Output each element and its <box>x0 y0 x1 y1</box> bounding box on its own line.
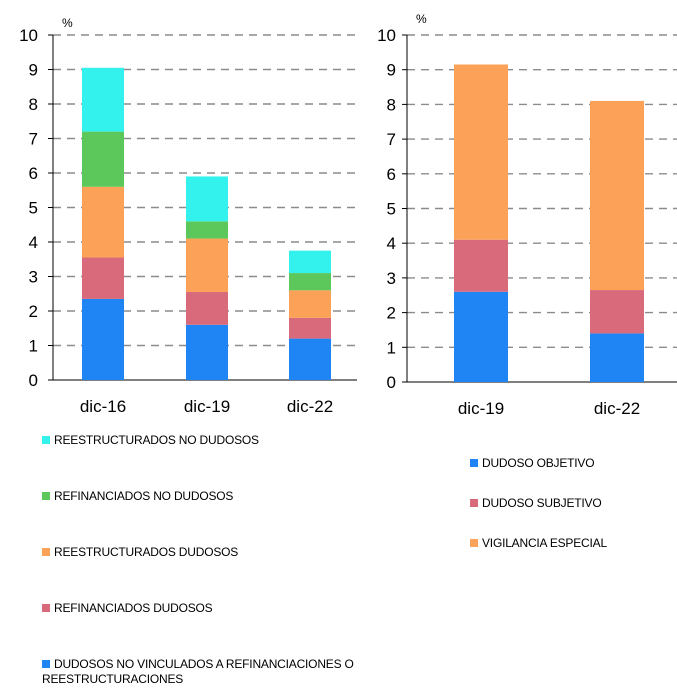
legend-item-1-2: VIGILANCIA ESPECIAL <box>470 536 607 551</box>
bar-segment-0-0-3 <box>82 131 124 187</box>
bar-segment-0-2-0 <box>289 338 331 380</box>
bar-segment-0-1-2 <box>186 238 228 293</box>
y-tick-label-1-10: 10 <box>377 26 396 45</box>
legend-swatch-1-1 <box>470 499 478 507</box>
bar-segment-0-2-3 <box>289 273 331 291</box>
legend-label-0-3: REFINANCIADOS DUDOSOS <box>54 601 213 615</box>
y-tick-label-1-5: 5 <box>387 200 396 219</box>
legend-label-1-2: VIGILANCIA ESPECIAL <box>482 536 607 550</box>
bar-segment-0-0-0 <box>82 298 124 380</box>
legend-swatch-1-2 <box>470 539 478 547</box>
bar-segment-0-2-2 <box>289 290 331 318</box>
left-chart: % 0 1 2 3 4 5 6 7 8 9 10 dic-16 dic-19 dic-22 <box>19 16 357 416</box>
bar-segment-1-0-2 <box>454 64 508 240</box>
y-tick-label-0-5: 5 <box>29 199 38 218</box>
legend-swatch-0-3 <box>42 604 50 612</box>
legend-item-1-1: DUDOSO SUBJETIVO <box>470 496 602 511</box>
bar-segment-0-1-3 <box>186 221 228 239</box>
x-category-label-1-0: dic-19 <box>458 399 504 418</box>
y-tick-label-0-8: 8 <box>29 95 38 114</box>
bar-segment-0-2-1 <box>289 317 331 339</box>
right-chart: % 0 1 2 3 4 5 6 7 8 9 10 dic-19 dic-22 <box>377 12 677 418</box>
y-tick-label-0-7: 7 <box>29 130 38 149</box>
right-unit-label: % <box>416 12 427 26</box>
legend-item-0-0: REESTRUCTURADOS NO DUDOSOS <box>42 433 259 448</box>
bar-segment-0-1-4 <box>186 176 228 222</box>
y-tick-label-0-9: 9 <box>29 61 38 80</box>
bar-segment-0-0-1 <box>82 257 124 299</box>
bar-segment-0-1-0 <box>186 324 228 380</box>
legend-label-1-1: DUDOSO SUBJETIVO <box>482 496 602 510</box>
legend-item-1-0: DUDOSO OBJETIVO <box>470 456 595 471</box>
left-unit-label: % <box>62 16 73 30</box>
y-tick-label-0-1: 1 <box>29 337 38 356</box>
y-tick-label-1-7: 7 <box>387 130 396 149</box>
legend-swatch-0-1 <box>42 492 50 500</box>
y-tick-label-1-4: 4 <box>387 234 396 253</box>
legend-swatch-0-2 <box>42 548 50 556</box>
legend-label-0-0: REESTRUCTURADOS NO DUDOSOS <box>54 433 259 447</box>
legend-label-0-2: REESTRUCTURADOS DUDOSOS <box>54 545 239 559</box>
legend-label-0-4: DUDOSOS NO VINCULADOS A REFINANCIACIONES… <box>42 657 354 686</box>
bar-segment-1-0-0 <box>454 291 508 382</box>
bar-segment-1-1-1 <box>590 290 644 334</box>
x-category-label-0-1: dic-19 <box>184 397 230 416</box>
legend-item-0-3: REFINANCIADOS DUDOSOS <box>42 601 213 616</box>
x-category-label-0-0: dic-16 <box>80 397 126 416</box>
legend-item-0-4: DUDOSOS NO VINCULADOS A REFINANCIACIONES… <box>42 657 402 687</box>
y-tick-label-0-4: 4 <box>29 233 38 252</box>
bar-segment-1-0-1 <box>454 239 508 292</box>
bar-segment-0-2-4 <box>289 250 331 274</box>
x-category-label-0-2: dic-22 <box>287 397 333 416</box>
bar-segment-0-0-2 <box>82 186 124 258</box>
legend-item-0-1: REFINANCIADOS NO DUDOSOS <box>42 489 233 504</box>
bar-segment-1-1-2 <box>590 100 644 291</box>
bar-segment-0-1-1 <box>186 292 228 325</box>
y-tick-label-0-3: 3 <box>29 268 38 287</box>
y-tick-label-1-0: 0 <box>387 373 396 392</box>
y-tick-label-1-6: 6 <box>387 165 396 184</box>
y-tick-label-0-10: 10 <box>19 26 38 45</box>
legend-swatch-0-4 <box>42 660 50 668</box>
y-tick-label-0-2: 2 <box>29 302 38 321</box>
y-tick-label-1-9: 9 <box>387 61 396 80</box>
y-tick-label-1-3: 3 <box>387 269 396 288</box>
y-tick-label-0-0: 0 <box>29 371 38 390</box>
legend-item-0-2: REESTRUCTURADOS DUDOSOS <box>42 545 238 560</box>
legend-swatch-1-0 <box>470 459 478 467</box>
legend-label-0-1: REFINANCIADOS NO DUDOSOS <box>54 489 234 503</box>
legend-label-1-0: DUDOSO OBJETIVO <box>482 456 595 470</box>
legend-swatch-0-0 <box>42 436 50 444</box>
bar-segment-0-0-4 <box>82 67 124 132</box>
x-category-label-1-1: dic-22 <box>594 399 640 418</box>
y-tick-label-1-2: 2 <box>387 304 396 323</box>
y-tick-label-0-6: 6 <box>29 164 38 183</box>
y-tick-label-1-1: 1 <box>387 338 396 357</box>
y-tick-label-1-8: 8 <box>387 95 396 114</box>
bar-segment-1-1-0 <box>590 333 644 382</box>
